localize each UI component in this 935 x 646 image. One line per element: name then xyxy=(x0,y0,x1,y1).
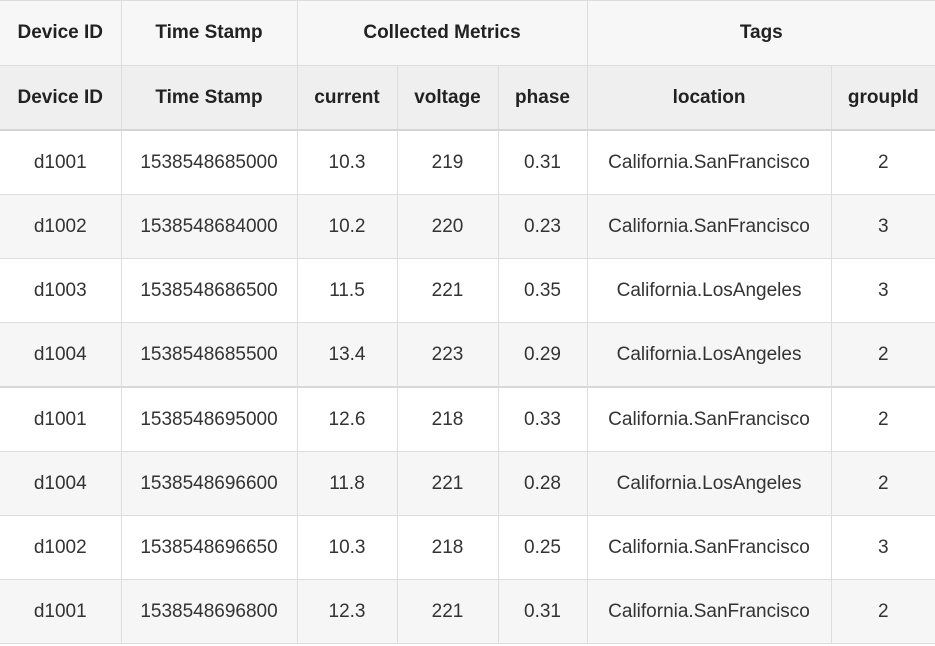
cell-device-id: d1002 xyxy=(0,194,122,259)
cell-group-id: 2 xyxy=(830,579,935,644)
cell-phase: 0.31 xyxy=(497,129,588,195)
group-header-collected-metrics: Collected Metrics xyxy=(296,0,588,66)
cell-time-stamp: 1538548685000 xyxy=(120,129,298,195)
cell-voltage: 223 xyxy=(396,322,499,388)
group-header-device-id: Device ID xyxy=(0,0,122,66)
cell-phase: 0.23 xyxy=(497,194,588,259)
cell-time-stamp: 1538548686500 xyxy=(120,258,298,323)
cell-phase: 0.31 xyxy=(497,579,588,644)
cell-current: 10.3 xyxy=(296,515,398,580)
cell-voltage: 220 xyxy=(396,194,499,259)
cell-time-stamp: 1538548685500 xyxy=(120,322,298,388)
cell-device-id: d1001 xyxy=(0,129,122,195)
cell-time-stamp: 1538548696600 xyxy=(120,451,298,516)
cell-current: 10.2 xyxy=(296,194,398,259)
cell-time-stamp: 1538548696800 xyxy=(120,579,298,644)
cell-current: 10.3 xyxy=(296,129,398,195)
cell-phase: 0.33 xyxy=(497,386,588,452)
column-header-time-stamp: Time Stamp xyxy=(120,65,298,131)
cell-time-stamp: 1538548695000 xyxy=(120,386,298,452)
cell-current: 11.5 xyxy=(296,258,398,323)
cell-location: California.SanFrancisco xyxy=(586,194,832,259)
cell-device-id: d1004 xyxy=(0,451,122,516)
cell-current: 12.3 xyxy=(296,579,398,644)
cell-voltage: 218 xyxy=(396,515,499,580)
cell-location: California.SanFrancisco xyxy=(586,515,832,580)
cell-phase: 0.25 xyxy=(497,515,588,580)
column-header-device-id: Device ID xyxy=(0,65,122,131)
cell-phase: 0.28 xyxy=(497,451,588,516)
table-row: d1004 1538548685500 13.4 223 0.29 Califo… xyxy=(0,322,935,388)
cell-time-stamp: 1538548684000 xyxy=(120,194,298,259)
column-header-group-id: groupId xyxy=(830,65,935,131)
column-header-voltage: voltage xyxy=(396,65,499,131)
cell-current: 12.6 xyxy=(296,386,398,452)
cell-voltage: 221 xyxy=(396,451,499,516)
cell-location: California.SanFrancisco xyxy=(586,579,832,644)
table-row: d1001 1538548695000 12.6 218 0.33 Califo… xyxy=(0,386,935,452)
table-row: d1002 1538548696650 10.3 218 0.25 Califo… xyxy=(0,515,935,580)
table-body: d1001 1538548685000 10.3 219 0.31 Califo… xyxy=(0,129,935,644)
cell-phase: 0.29 xyxy=(497,322,588,388)
cell-device-id: d1004 xyxy=(0,322,122,388)
cell-voltage: 221 xyxy=(396,579,499,644)
cell-group-id: 3 xyxy=(830,258,935,323)
column-header-phase: phase xyxy=(497,65,588,131)
cell-group-id: 2 xyxy=(830,322,935,388)
cell-current: 13.4 xyxy=(296,322,398,388)
cell-device-id: d1001 xyxy=(0,579,122,644)
group-header-tags: Tags xyxy=(586,0,935,66)
table-row: d1003 1538548686500 11.5 221 0.35 Califo… xyxy=(0,258,935,323)
cell-group-id: 3 xyxy=(830,194,935,259)
column-header-current: current xyxy=(296,65,398,131)
cell-voltage: 218 xyxy=(396,386,499,452)
table-row: d1004 1538548696600 11.8 221 0.28 Califo… xyxy=(0,451,935,516)
cell-voltage: 219 xyxy=(396,129,499,195)
cell-group-id: 2 xyxy=(830,129,935,195)
table-row: d1001 1538548696800 12.3 221 0.31 Califo… xyxy=(0,579,935,644)
cell-location: California.LosAngeles xyxy=(586,258,832,323)
cell-device-id: d1001 xyxy=(0,386,122,452)
column-header-row: Device ID Time Stamp current voltage pha… xyxy=(0,65,935,131)
cell-group-id: 3 xyxy=(830,515,935,580)
table-header: Device ID Time Stamp Collected Metrics T… xyxy=(0,0,935,131)
group-header-time-stamp: Time Stamp xyxy=(120,0,298,66)
table-row: d1002 1538548684000 10.2 220 0.23 Califo… xyxy=(0,194,935,259)
cell-location: California.SanFrancisco xyxy=(586,386,832,452)
cell-group-id: 2 xyxy=(830,451,935,516)
cell-location: California.LosAngeles xyxy=(586,322,832,388)
cell-time-stamp: 1538548696650 xyxy=(120,515,298,580)
cell-device-id: d1003 xyxy=(0,258,122,323)
cell-phase: 0.35 xyxy=(497,258,588,323)
cell-current: 11.8 xyxy=(296,451,398,516)
cell-location: California.LosAngeles xyxy=(586,451,832,516)
group-header-row: Device ID Time Stamp Collected Metrics T… xyxy=(0,0,935,66)
cell-device-id: d1002 xyxy=(0,515,122,580)
cell-location: California.SanFrancisco xyxy=(586,129,832,195)
cell-group-id: 2 xyxy=(830,386,935,452)
cell-voltage: 221 xyxy=(396,258,499,323)
table-row: d1001 1538548685000 10.3 219 0.31 Califo… xyxy=(0,129,935,195)
column-header-location: location xyxy=(586,65,832,131)
